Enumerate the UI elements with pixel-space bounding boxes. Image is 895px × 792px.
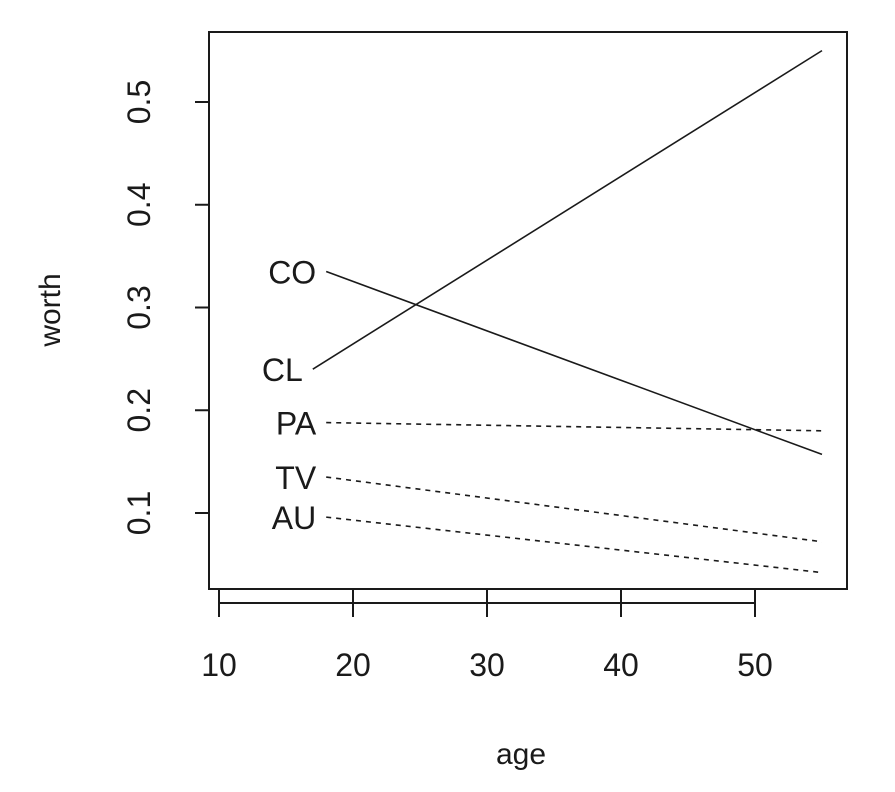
- series-line-tv: [326, 476, 823, 543]
- y-tick-label: 0.3: [121, 285, 157, 329]
- series-line-pa: [326, 421, 823, 432]
- series-label-au: AU: [272, 500, 316, 536]
- x-axis-title: age: [496, 738, 546, 771]
- x-tick-label: 40: [603, 647, 639, 683]
- x-tick-label: 20: [335, 647, 371, 683]
- y-tick-label: 0.4: [121, 183, 157, 227]
- x-tick-label: 50: [737, 647, 773, 683]
- plot-frame: [208, 31, 848, 590]
- y-tick-label: 0.5: [121, 80, 157, 124]
- x-tick-label: 10: [201, 647, 237, 683]
- series-layer: CO CL PA TV AU: [262, 49, 823, 574]
- series-label-pa: PA: [276, 406, 317, 442]
- series-label-tv: TV: [275, 460, 317, 496]
- series-label-cl: CL: [262, 352, 303, 388]
- series-line-cl: [312, 49, 823, 370]
- x-tick-label: 30: [469, 647, 505, 683]
- series-line-au: [326, 516, 823, 574]
- series-line-co: [325, 270, 823, 456]
- x-axis: 10 20 30 40 50: [201, 589, 773, 683]
- y-tick-label: 0.2: [121, 388, 157, 432]
- y-axis: 0.1 0.2 0.3 0.4 0.5: [121, 80, 209, 535]
- y-axis-title: worth: [34, 273, 67, 347]
- series-label-co: CO: [268, 255, 316, 291]
- y-tick-label: 0.1: [121, 491, 157, 535]
